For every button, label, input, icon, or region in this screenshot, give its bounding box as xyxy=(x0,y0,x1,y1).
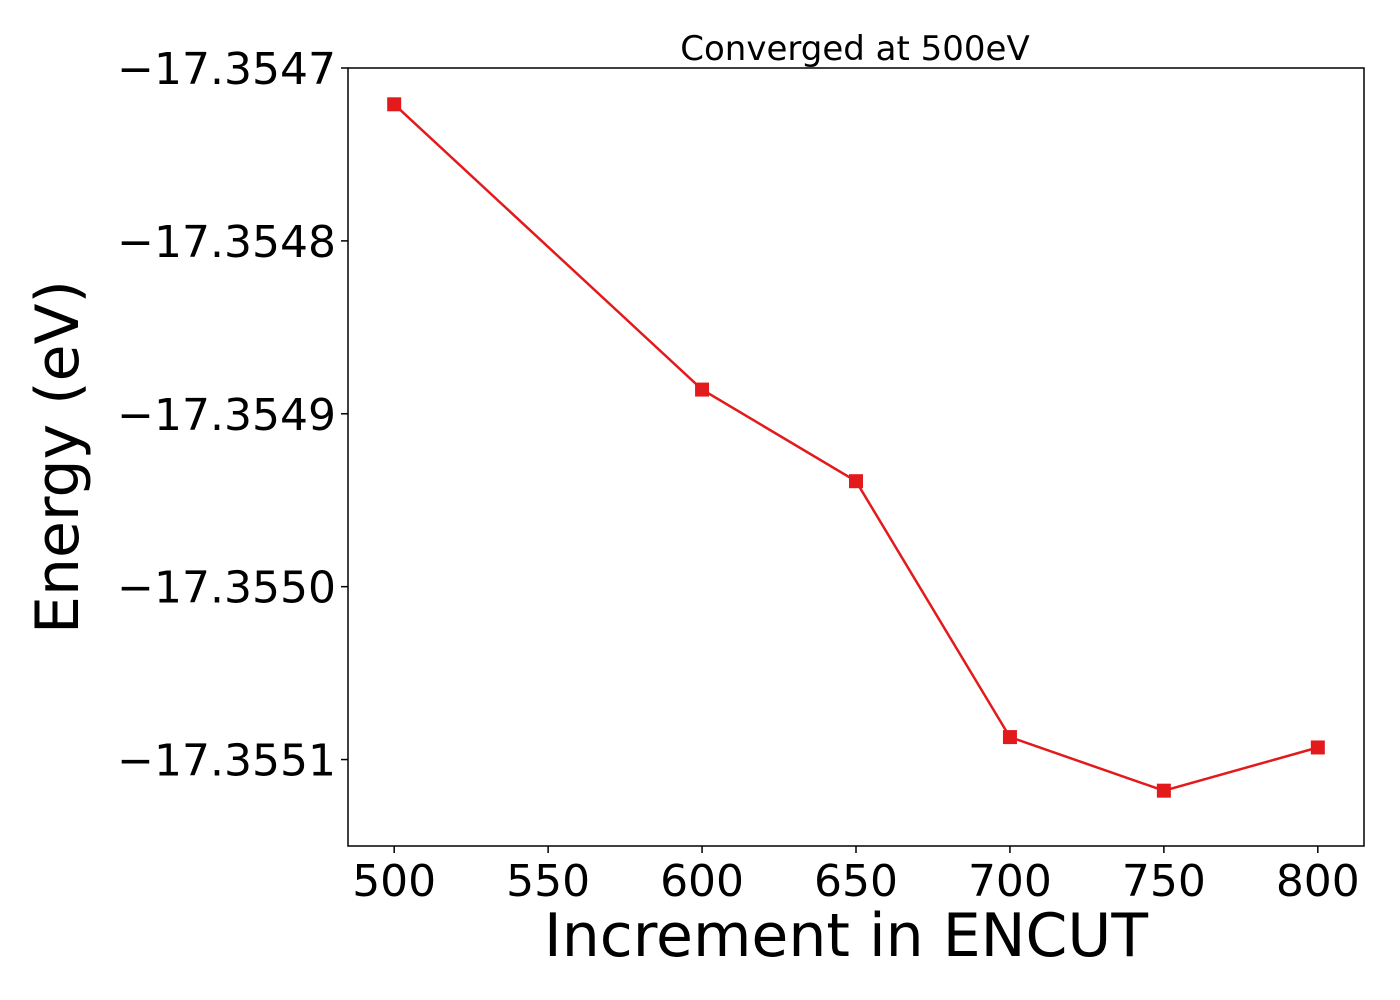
x-axis-label: Increment in ENCUT xyxy=(544,901,1148,971)
plot-area xyxy=(387,97,1325,798)
y-tick-label: −17.3549 xyxy=(117,390,336,441)
x-tick-label: 650 xyxy=(814,856,898,907)
y-tick-label: −17.3550 xyxy=(117,563,336,614)
plot-frame xyxy=(347,67,1365,847)
data-point-marker xyxy=(695,382,710,397)
y-axis-label: Energy (eV) xyxy=(23,280,93,634)
x-tick-label: 600 xyxy=(660,856,744,907)
y-tick-label: −17.3547 xyxy=(117,44,336,95)
data-point-marker xyxy=(387,97,402,112)
data-point-marker xyxy=(1002,730,1017,745)
series-line xyxy=(393,103,1319,793)
x-tick-label: 500 xyxy=(352,856,436,907)
x-tick-label: 550 xyxy=(506,856,590,907)
data-point-marker xyxy=(1310,740,1325,755)
x-tick-label: 800 xyxy=(1276,856,1360,907)
x-axis: 500 550 600 650 700 750 800 xyxy=(352,846,1360,907)
y-tick-label: −17.3551 xyxy=(117,736,336,787)
data-point-marker xyxy=(849,474,863,489)
chart-title: Converged at 500eV xyxy=(680,29,1029,69)
x-tick-label: 750 xyxy=(1122,856,1206,907)
data-point-marker xyxy=(1156,783,1171,798)
y-axis: −17.3547 −17.3548 −17.3549 −17.3550 −17.3551 xyxy=(117,44,348,787)
y-tick-label: −17.3548 xyxy=(117,217,336,268)
x-tick-label: 700 xyxy=(968,856,1052,907)
